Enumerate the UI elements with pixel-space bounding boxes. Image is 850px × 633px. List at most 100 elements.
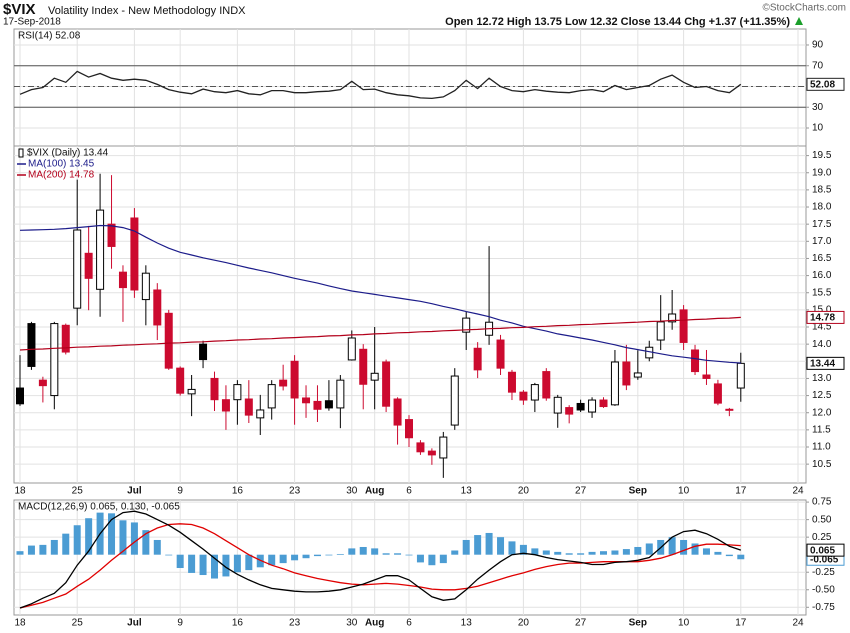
histogram-bar [371, 548, 379, 555]
candle-body [633, 372, 642, 378]
histogram-bar [245, 554, 253, 571]
last-value-label: 52.08 [810, 79, 835, 90]
candle-body [176, 367, 185, 394]
y-tick-label: 30 [812, 102, 824, 113]
candle-body [96, 209, 105, 290]
x-tick-label: 25 [72, 618, 84, 629]
indicator-line [19, 70, 742, 100]
indicator-line [19, 510, 742, 609]
x-tick-label: 6 [406, 618, 412, 629]
histogram-bar [462, 539, 470, 555]
x-tick-label: 9 [177, 618, 183, 629]
histogram-bar [302, 554, 310, 559]
candle-body [610, 361, 619, 406]
candle-body [141, 272, 150, 301]
candle-body [736, 362, 745, 389]
histogram-bar [451, 550, 459, 555]
candle-body [347, 337, 356, 361]
histogram-bar [680, 539, 688, 555]
y-tick-label: 14.5 [812, 322, 832, 333]
candle-body [118, 271, 127, 289]
x-tick-label: 23 [289, 618, 301, 629]
candle-body [553, 396, 562, 414]
y-tick-label: 11.5 [812, 425, 831, 436]
y-tick-label: 15.0 [812, 305, 832, 316]
y-tick-label: 17.5 [812, 219, 832, 230]
y-tick-label: 18.5 [812, 185, 832, 196]
y-tick-label: 16.0 [812, 270, 832, 281]
candle-body [473, 347, 482, 371]
candle-body [507, 371, 516, 393]
candle-body [256, 409, 265, 419]
histogram-bar [508, 541, 516, 555]
legend-icon [18, 148, 24, 158]
y-tick-label: 10.5 [812, 459, 832, 470]
symbol: $VIX [3, 1, 36, 18]
histogram-bar [142, 530, 150, 555]
quote: Open 12.72 High 13.75 Low 12.32 Close 13… [445, 16, 790, 28]
histogram-bar [50, 539, 58, 555]
y-tick-label: -0.50 [812, 584, 835, 595]
panel-title: MACD(12,26,9) 0.065, 0.130, -0.065 [18, 502, 180, 513]
histogram-bar [188, 554, 196, 573]
candle-body [38, 379, 47, 387]
date: 17-Sep-2018 [3, 17, 61, 28]
histogram-bar [588, 551, 596, 555]
histogram-bar [485, 532, 493, 555]
security-name: Volatility Index - New Methodology INDX [48, 5, 246, 17]
histogram-bar [222, 554, 230, 577]
y-tick-label: 10 [812, 123, 824, 134]
x-tick-label: 20 [518, 486, 530, 497]
candle-body [393, 398, 402, 426]
candle-body [199, 343, 208, 361]
candle-body [27, 323, 36, 367]
histogram-bar [348, 548, 356, 555]
histogram-bar [279, 554, 287, 564]
x-tick-label: Jul [127, 486, 142, 497]
x-tick-label: 20 [518, 618, 530, 629]
histogram-bar [85, 518, 93, 555]
candle-body [221, 399, 230, 412]
x-tick-label: 23 [289, 486, 301, 497]
histogram-bar [62, 533, 70, 555]
candle-body [210, 377, 219, 401]
histogram-bar [725, 554, 733, 557]
x-tick-label: Sep [629, 618, 647, 629]
candle-body [656, 321, 665, 341]
histogram-bar [542, 550, 550, 555]
candle-body [576, 402, 585, 411]
histogram-bar [268, 554, 276, 566]
credit: ©StockCharts.com [762, 3, 846, 14]
histogram-bar [691, 543, 699, 555]
x-tick-label: 16 [232, 618, 244, 629]
x-tick-label: Jul [127, 618, 142, 629]
y-tick-label: -0.25 [812, 567, 835, 578]
histogram-bar [153, 539, 161, 555]
histogram-bar [702, 548, 710, 555]
candle-body [279, 379, 288, 387]
x-tick-label: 18 [14, 618, 26, 629]
histogram-bar [714, 551, 722, 555]
histogram-bar [73, 525, 81, 555]
x-tick-label: 6 [406, 486, 412, 497]
y-tick-label: 11.0 [812, 442, 831, 453]
y-tick-label: 90 [812, 40, 824, 51]
x-tick-label: 24 [792, 618, 804, 629]
x-tick-label: 17 [735, 618, 747, 629]
x-tick-label: 13 [461, 618, 473, 629]
moving-average-line [19, 224, 741, 364]
histogram-bar [634, 546, 642, 555]
candle-body [382, 361, 391, 407]
candle-body [622, 361, 631, 386]
x-tick-label: Aug [365, 618, 384, 629]
candle-body [164, 312, 173, 369]
candle-body [668, 313, 677, 323]
histogram-bar [359, 546, 367, 555]
candle-body [679, 309, 688, 343]
candle-body [336, 379, 345, 409]
histogram-bar [577, 553, 585, 555]
y-tick-label: 19.5 [812, 150, 832, 161]
histogram-bar [428, 554, 436, 566]
histogram-bar [233, 554, 241, 573]
last-value-label: 0.065 [810, 545, 835, 556]
